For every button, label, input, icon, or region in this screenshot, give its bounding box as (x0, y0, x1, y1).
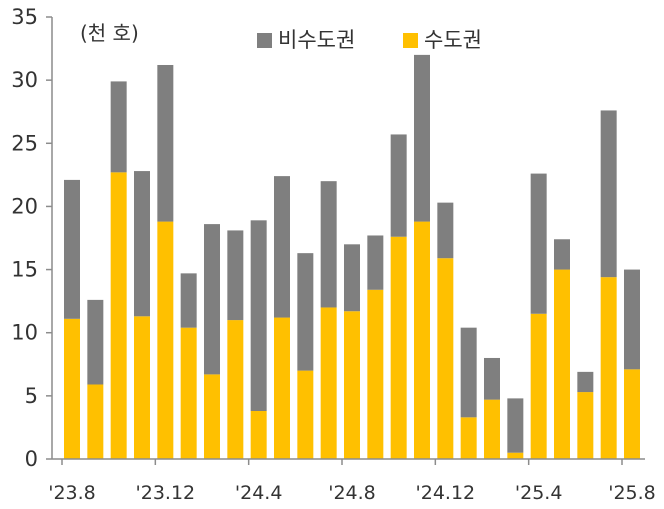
bar-non-capital (157, 64, 174, 222)
bar-capital (110, 172, 127, 459)
y-tick-label: 0 (25, 447, 38, 471)
bar-capital (367, 289, 384, 459)
x-tick-label: '23.12 (136, 482, 196, 504)
bar-non-capital (180, 273, 197, 328)
bar-capital (320, 307, 337, 459)
bar-non-capital (390, 134, 407, 237)
unit-label: (천 호) (80, 21, 139, 45)
bar-non-capital (577, 371, 594, 393)
bar-capital (390, 236, 407, 459)
bar-non-capital (320, 181, 337, 308)
legend-label-capital: 수도권 (424, 28, 482, 52)
bar-capital (157, 221, 174, 459)
bar-capital (530, 313, 547, 459)
bar-capital (180, 327, 197, 459)
bar-non-capital (414, 54, 430, 222)
y-axis-ticks: 0 5 10 15 20 25 30 35 (11, 5, 52, 471)
bar-capital (554, 269, 570, 459)
bar-capital (344, 311, 360, 459)
bar-capital (484, 399, 500, 459)
bar-capital (134, 316, 150, 459)
y-tick-label: 30 (11, 68, 38, 92)
y-tick-label: 5 (25, 384, 38, 408)
x-tick-label: '23.8 (48, 482, 96, 504)
x-tick-label: '24.4 (235, 482, 283, 504)
bar-non-capital (507, 398, 524, 453)
bar-non-capital (624, 269, 640, 370)
bar-non-capital (460, 327, 477, 418)
bar-non-capital (110, 81, 127, 173)
bar-non-capital (274, 176, 290, 318)
y-tick-label: 35 (11, 5, 38, 29)
x-tick-label: '24.12 (416, 482, 476, 504)
bar-non-capital (484, 357, 500, 400)
bar-non-capital (134, 171, 150, 317)
legend-swatch-capital (403, 33, 418, 48)
bar-non-capital (600, 110, 617, 278)
y-tick-label: 20 (11, 194, 38, 218)
legend-swatch-non-capital (257, 33, 272, 48)
bar-non-capital (344, 244, 360, 312)
bar-non-capital (64, 179, 80, 319)
bar-non-capital (530, 173, 547, 314)
bar-capital (414, 221, 430, 459)
bar-non-capital (367, 235, 384, 290)
bar-capital (204, 374, 220, 459)
bar-non-capital (87, 299, 104, 385)
legend-label-non-capital: 비수도권 (278, 28, 355, 52)
bar-capital (437, 258, 454, 459)
bar-non-capital (437, 202, 454, 259)
bars-layer (64, 54, 640, 459)
bar-capital (507, 452, 524, 459)
bar-capital (577, 392, 594, 459)
bar-non-capital (250, 220, 267, 412)
bar-non-capital (227, 230, 244, 321)
x-tick-label: '25.8 (608, 482, 656, 504)
legend: 비수도권 수도권 (257, 28, 482, 52)
x-tick-label: '24.8 (328, 482, 376, 504)
bar-capital (624, 369, 640, 459)
y-tick-label: 10 (11, 321, 38, 345)
bar-capital (64, 318, 80, 459)
y-tick-label: 15 (11, 258, 38, 282)
bar-capital (250, 411, 267, 459)
bar-capital (274, 317, 290, 459)
y-tick-label: 25 (11, 131, 38, 155)
bar-capital (460, 417, 477, 459)
bar-capital (227, 320, 244, 459)
bar-capital (600, 277, 617, 459)
bar-non-capital (297, 253, 314, 371)
bar-capital (297, 370, 314, 459)
x-axis-ticks: '23.8 '23.12 '24.4 '24.8 '24.12 '25.4 '25.8 (48, 459, 656, 504)
x-tick-label: '25.4 (515, 482, 563, 504)
bar-non-capital (554, 239, 570, 270)
bar-non-capital (204, 224, 220, 375)
bar-capital (87, 384, 104, 459)
